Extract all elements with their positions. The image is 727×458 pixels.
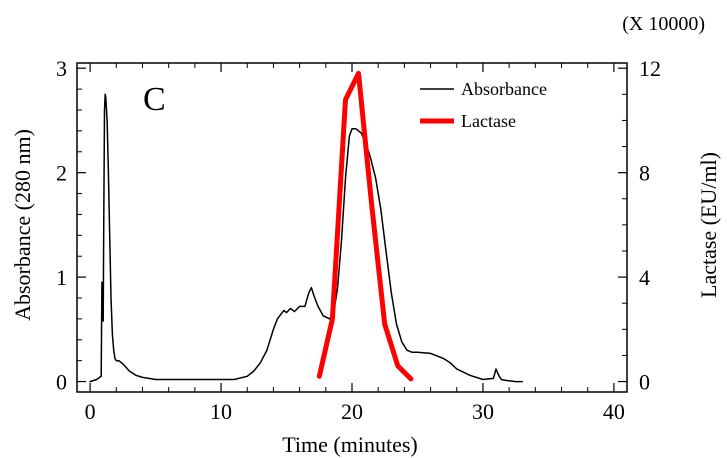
y-axis-label-left: Absorbance (280 nm) xyxy=(10,129,35,321)
y-left-tick-label: 2 xyxy=(56,161,67,186)
panel-label: C xyxy=(143,81,166,118)
series-line-absorbance xyxy=(89,93,523,383)
legend-label-absorbance: Absorbance xyxy=(461,79,547,99)
y-left-tick-label: 0 xyxy=(56,370,67,395)
x-tick-label: 30 xyxy=(472,399,494,424)
y-right-tick-label: 0 xyxy=(639,370,650,395)
y-left-tick-label: 1 xyxy=(56,265,67,290)
y-left-tick-label: 3 xyxy=(56,56,67,81)
x-tick-label: 20 xyxy=(341,399,363,424)
y-right-tick-label: 12 xyxy=(639,56,661,81)
y-right-tick-label: 4 xyxy=(639,265,650,290)
y-right-tick-label: 8 xyxy=(639,161,650,186)
x-tick-label: 40 xyxy=(603,399,625,424)
right-axis-multiplier: (X 10000) xyxy=(622,13,705,35)
x-tick-label: 0 xyxy=(85,399,96,424)
series-line-lactase xyxy=(316,70,414,382)
legend-label-lactase: Lactase xyxy=(461,111,516,131)
legend: Absorbance Lactase xyxy=(420,79,547,131)
x-tick-label: 10 xyxy=(210,399,232,424)
y-axis-label-right: Lactase (EU/ml) xyxy=(696,152,721,298)
x-axis-label: Time (minutes) xyxy=(282,432,417,457)
